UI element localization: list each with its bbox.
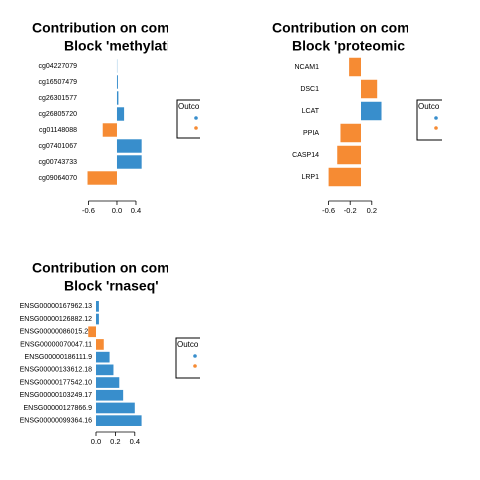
- x-tick-label: 0.0: [91, 437, 101, 446]
- y-tick-label: ENSG00000099364.16: [20, 417, 92, 424]
- chart-subtitle: Block 'rnaseq': [64, 278, 159, 294]
- chart-title: Contribution on com: [272, 20, 410, 36]
- bar: [96, 364, 114, 376]
- y-tick-label: cg04227079: [38, 63, 77, 70]
- bar: [337, 145, 361, 165]
- bar: [102, 123, 117, 137]
- legend-title: Outco: [177, 340, 199, 349]
- bar: [116, 107, 125, 121]
- bar: [340, 123, 361, 143]
- bar: [96, 402, 135, 414]
- y-tick-label: ENSG00000133612.18: [20, 367, 92, 374]
- x-tick-label: -0.2: [344, 206, 357, 215]
- chart-title: Contribution on com: [32, 20, 170, 36]
- legend: Outco: [416, 99, 442, 141]
- bar: [116, 155, 142, 169]
- y-tick-label: cg09064070: [38, 175, 77, 182]
- y-tick-label: CASP14: [292, 152, 319, 159]
- legend: Outco: [175, 337, 200, 379]
- legend: Outco: [176, 99, 200, 139]
- title-group: Contribution on com Block 'methylatio: [32, 20, 179, 54]
- y-tick-label: ENSG00000086015.20: [20, 329, 92, 336]
- x-tick-label: -0.6: [322, 206, 335, 215]
- bar: [96, 313, 99, 325]
- y-tick-label: ENSG00000070047.11: [20, 341, 92, 348]
- legend-marker: [434, 116, 438, 120]
- bar: [116, 75, 118, 89]
- bar: [349, 57, 361, 77]
- bar: [96, 415, 142, 426]
- bar: [116, 91, 119, 105]
- y-tick-label: NCAM1: [294, 64, 319, 71]
- legend-title: Outco: [418, 102, 440, 111]
- y-tick-label: ENSG00000103249.17: [20, 392, 92, 399]
- legend-marker: [194, 126, 198, 130]
- bar: [96, 351, 110, 363]
- y-tick-label: PPIA: [303, 130, 319, 137]
- legend-marker: [193, 364, 197, 368]
- legend-marker: [434, 126, 438, 130]
- title-group: Contribution on com Block 'rnaseq': [32, 260, 170, 294]
- x-tick-label: 0.2: [367, 206, 377, 215]
- bar: [96, 377, 120, 388]
- y-tick-label: ENSG00000186111.9: [25, 354, 93, 361]
- y-tick-label: cg00743733: [38, 159, 77, 166]
- bar: [361, 101, 382, 121]
- bar: [328, 167, 361, 187]
- chart-subtitle: Block 'proteomic: [292, 38, 405, 54]
- legend-box: [416, 99, 442, 141]
- legend-title: Outco: [178, 102, 200, 111]
- y-tick-label: cg07401067: [38, 143, 77, 150]
- x-tick-label: 0.0: [112, 206, 122, 215]
- y-tick-label: ENSG00000177542.10: [20, 379, 92, 386]
- x-tick-label: 0.2: [110, 437, 120, 446]
- bar: [361, 79, 378, 99]
- x-tick-label: 0.4: [130, 437, 140, 446]
- chart-subtitle: Block 'methylatio: [64, 38, 179, 54]
- y-tick-label: LCAT: [302, 108, 320, 115]
- y-tick-label: DSC1: [300, 86, 319, 93]
- bar: [87, 171, 117, 185]
- bar: [88, 326, 96, 338]
- y-tick-label: cg16507479: [38, 79, 77, 86]
- y-tick-label: LRP1: [301, 174, 319, 181]
- bar: [96, 301, 99, 312]
- y-tick-label: ENSG00000167962.13: [20, 303, 92, 310]
- y-tick-label: cg26301577: [38, 95, 77, 102]
- bar: [96, 339, 104, 350]
- y-tick-label: ENSG00000127866.9: [24, 405, 93, 412]
- chart-title: Contribution on com: [32, 260, 170, 276]
- title-group: Contribution on com Block 'proteomic: [272, 20, 410, 54]
- y-tick-label: ENSG00000126882.12: [20, 316, 92, 323]
- bar: [116, 139, 142, 153]
- x-tick-label: 0.4: [131, 206, 141, 215]
- bar: [96, 389, 124, 401]
- legend-box: [175, 337, 200, 379]
- legend-marker: [194, 116, 198, 120]
- legend-box: [176, 99, 200, 139]
- y-tick-label: cg26805720: [38, 111, 77, 118]
- x-tick-label: -0.6: [82, 206, 95, 215]
- y-tick-label: cg01148088: [39, 127, 77, 134]
- legend-marker: [193, 354, 197, 358]
